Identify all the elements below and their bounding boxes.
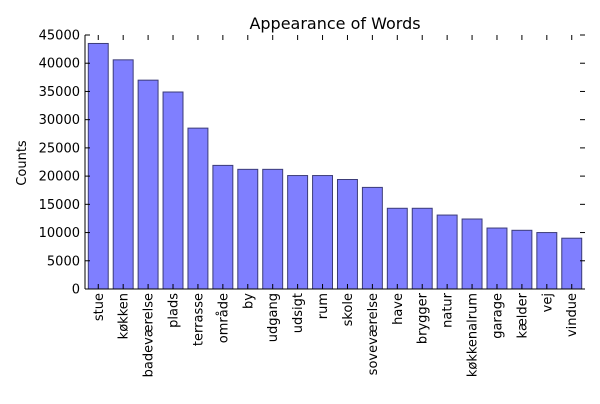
bar-soveværelse [361, 186, 383, 290]
bar-natur [436, 214, 458, 290]
bar-udsigt [287, 175, 309, 290]
bar-kælder [511, 229, 533, 290]
x-tick-label: soveværelse [366, 293, 381, 375]
y-tick-label: 5000 [47, 254, 80, 269]
y-tick-label: 10000 [39, 226, 80, 241]
x-tick-label: garage [490, 293, 505, 339]
x-tick-label: køkken [117, 293, 132, 339]
x-tick-label: brygger [416, 292, 431, 344]
bar-køkken [112, 59, 134, 290]
y-tick-label: 35000 [39, 85, 80, 100]
bar-plads [162, 91, 184, 290]
x-tick-label: badeværelse [142, 293, 157, 377]
x-tick-label: rum [316, 293, 331, 319]
x-tick-label: udgang [266, 293, 281, 342]
x-tick-label: natur [441, 292, 456, 328]
y-tick-group: 0 5000 10000 15000 20000 25000 30000 35000 40000… [39, 29, 585, 298]
x-tick-label: stue [92, 293, 107, 321]
y-axis-label: Counts [15, 140, 30, 186]
bar-by [237, 168, 259, 290]
x-tick-label: køkkenalrum [466, 293, 481, 377]
bar-vej [536, 232, 558, 290]
x-tick-label: plads [167, 293, 182, 328]
y-tick-label: 0 [72, 283, 80, 298]
y-tick-label: 25000 [39, 141, 80, 156]
bar-vindue [561, 237, 583, 290]
x-tick-group: stue køkken badeværelse plads terrasse område… [92, 35, 580, 377]
x-tick-label: have [391, 293, 406, 325]
bar-stue [87, 42, 109, 290]
y-tick-label: 45000 [39, 29, 80, 44]
bar-garage [486, 227, 508, 290]
x-tick-label: skole [341, 293, 356, 326]
x-tick-label: vindue [565, 293, 580, 337]
x-tick-label: vej [540, 293, 555, 312]
y-tick-label: 40000 [39, 57, 80, 72]
bar-rum [312, 175, 334, 290]
bar-terrasse [187, 127, 209, 290]
x-tick-label: område [216, 293, 231, 343]
x-tick-label: kælder [515, 292, 530, 338]
bar-køkkenalrum [461, 218, 483, 290]
y-tick-label: 20000 [39, 170, 80, 185]
bar-brygger [411, 207, 433, 290]
y-tick-label: 15000 [39, 198, 80, 213]
bar-område [212, 164, 234, 290]
bar-skole [336, 179, 358, 290]
x-tick-label: by [241, 293, 256, 309]
y-tick-label: 30000 [39, 113, 80, 128]
x-tick-label: udsigt [291, 293, 306, 333]
axes-group [84, 35, 585, 290]
x-tick-label: terrasse [191, 293, 206, 346]
chart-title: Appearance of Words [249, 14, 420, 33]
bar-badeværelse [137, 79, 159, 290]
bar-have [386, 207, 408, 290]
bar-group [87, 42, 583, 290]
bar-udgang [262, 168, 284, 290]
